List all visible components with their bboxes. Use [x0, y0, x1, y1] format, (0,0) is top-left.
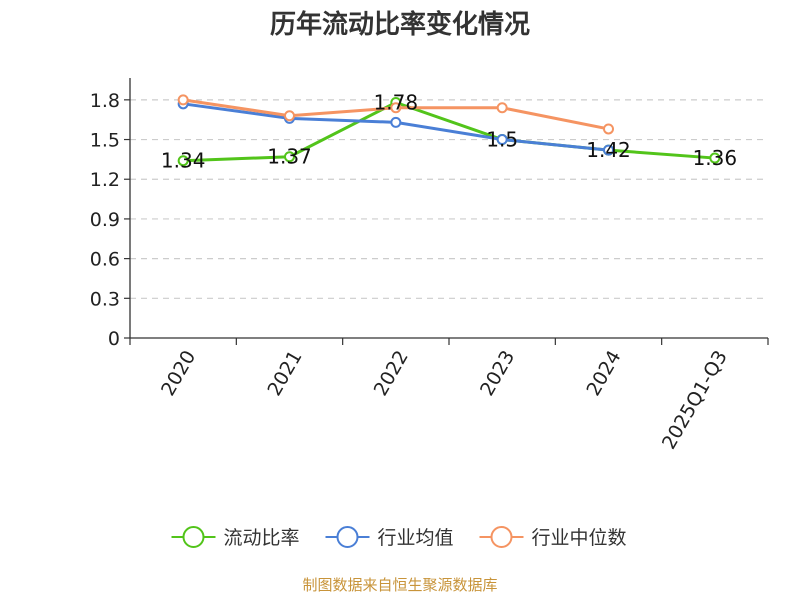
data-point [177, 155, 189, 167]
legend-label: 行业均值 [378, 527, 454, 549]
legend-label: 行业中位数 [532, 527, 627, 549]
series-lines [177, 94, 721, 167]
y-tick-label: 1.8 [90, 90, 120, 112]
legend-item[interactable]: 行业均值 [325, 526, 454, 549]
x-tick-label: 2021 [263, 347, 306, 400]
data-label: 1.5 [486, 128, 518, 152]
y-tick-label: 0 [108, 328, 120, 350]
legend-item[interactable]: 行业中位数 [479, 526, 627, 549]
data-point [496, 134, 508, 146]
legend-marker [336, 526, 359, 548]
x-tick-label: 2024 [582, 347, 625, 400]
data-point [709, 152, 721, 164]
data-label: 1.42 [586, 138, 631, 162]
y-tick-label: 1.2 [90, 169, 120, 191]
data-label: 1.37 [267, 145, 312, 169]
x-tick-label: 2025Q1-Q3 [658, 347, 732, 453]
legend-item[interactable]: 流动比率 [171, 526, 300, 549]
data-point [284, 151, 295, 163]
data-point [284, 110, 295, 122]
x-tick-label: 2022 [370, 347, 413, 400]
data-point [603, 123, 614, 135]
data-label: 1.34 [161, 149, 206, 173]
gridlines [130, 99, 768, 299]
data-point [390, 102, 402, 114]
x-tick-label: 2023 [476, 347, 519, 400]
data-point [496, 102, 508, 114]
data-label: 1.36 [693, 146, 738, 170]
x-axis-ticks: 2020 2021 2022 2023 2024 2025Q1-Q3 [129, 338, 769, 453]
data-label: 1.78 [374, 90, 419, 114]
data-point [603, 144, 614, 156]
data-point [390, 116, 402, 128]
x-tick-label: 2020 [157, 347, 200, 400]
axes [129, 78, 768, 339]
data-labels: 1.34 1.37 1.78 1.5 1.42 1.36 [161, 90, 737, 172]
y-tick-label: 0.9 [90, 209, 120, 231]
y-tick-label: 0.6 [90, 249, 120, 271]
chart-title: 历年流动比率变化情况 [270, 9, 530, 40]
legend-marker [490, 526, 513, 548]
legend-marker [182, 526, 205, 548]
y-tick-label: 1.5 [90, 130, 120, 152]
legend-label: 流动比率 [224, 527, 300, 549]
source-note: 制图数据来自恒生聚源数据库 [302, 576, 497, 594]
y-tick-label: 0.3 [90, 288, 120, 310]
series-line [183, 100, 715, 163]
data-point [177, 94, 189, 106]
y-axis-ticks: 0 0.3 0.6 0.9 1.2 1.5 1.8 [90, 90, 130, 350]
series-2 [177, 94, 614, 135]
legend[interactable]: 流动比率 行业均值 行业中位数 [171, 526, 627, 549]
